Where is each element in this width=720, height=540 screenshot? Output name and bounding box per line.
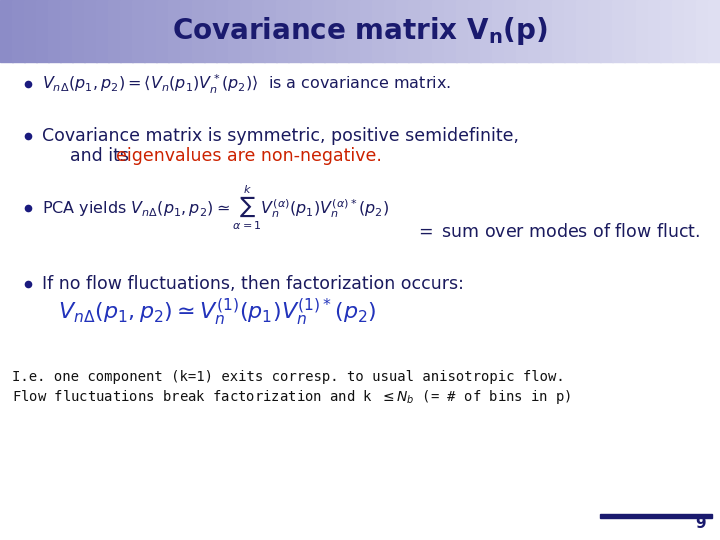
Bar: [132, 0, 145, 62]
Bar: [324, 0, 337, 62]
Bar: [144, 0, 157, 62]
Bar: [72, 0, 85, 62]
Text: $V_{n\Delta}(p_1, p_2) = \langle V_n(p_1)V_n^*(p_2)\rangle$  is a covariance mat: $V_{n\Delta}(p_1, p_2) = \langle V_n(p_1…: [42, 72, 451, 96]
Bar: [0, 0, 13, 62]
Bar: [180, 0, 193, 62]
Text: I.e. one component (k=1) exits corresp. to usual anisotropic flow.: I.e. one component (k=1) exits corresp. …: [12, 370, 564, 384]
Bar: [48, 0, 61, 62]
Bar: [300, 0, 313, 62]
Bar: [564, 0, 577, 62]
Text: Flow fluctuations break factorization and k $\leq N_b$ (= # of bins in p): Flow fluctuations break factorization an…: [12, 388, 572, 406]
Bar: [456, 0, 469, 62]
Bar: [600, 0, 613, 62]
Bar: [120, 0, 133, 62]
Bar: [36, 0, 49, 62]
Text: Covariance matrix $\mathbf{V_n(p)}$: Covariance matrix $\mathbf{V_n(p)}$: [172, 15, 548, 47]
Bar: [156, 0, 169, 62]
Text: Covariance matrix is symmetric, positive semidefinite,: Covariance matrix is symmetric, positive…: [42, 127, 519, 145]
Bar: [576, 0, 589, 62]
Bar: [288, 0, 301, 62]
Bar: [228, 0, 241, 62]
Text: $=$ sum over modes of flow fluct.: $=$ sum over modes of flow fluct.: [415, 223, 700, 241]
Bar: [528, 0, 541, 62]
Bar: [540, 0, 553, 62]
Bar: [612, 0, 625, 62]
Bar: [192, 0, 205, 62]
Bar: [672, 0, 685, 62]
Bar: [252, 0, 265, 62]
Bar: [84, 0, 97, 62]
Bar: [204, 0, 217, 62]
Bar: [420, 0, 433, 62]
Text: $V_{n\Delta}(p_1, p_2) \simeq V_n^{(1)}(p_1)V_n^{(1)*}(p_2)$: $V_{n\Delta}(p_1, p_2) \simeq V_n^{(1)}(…: [58, 296, 377, 328]
Bar: [96, 0, 109, 62]
Bar: [504, 0, 517, 62]
Bar: [168, 0, 181, 62]
Bar: [276, 0, 289, 62]
Bar: [240, 0, 253, 62]
Bar: [588, 0, 601, 62]
Bar: [360, 0, 373, 62]
Bar: [648, 0, 661, 62]
Bar: [492, 0, 505, 62]
Bar: [396, 0, 409, 62]
Bar: [264, 0, 277, 62]
Bar: [480, 0, 493, 62]
Bar: [516, 0, 529, 62]
Bar: [708, 0, 720, 62]
Bar: [636, 0, 649, 62]
Bar: [348, 0, 361, 62]
Bar: [216, 0, 229, 62]
Bar: [660, 0, 673, 62]
Bar: [12, 0, 25, 62]
Text: PCA yields $V_{n\Delta}(p_1, p_2) \simeq \sum_{\alpha=1}^{k} V_n^{(\alpha)}(p_1): PCA yields $V_{n\Delta}(p_1, p_2) \simeq…: [42, 184, 390, 232]
Text: eigenvalues are non-negative.: eigenvalues are non-negative.: [116, 147, 382, 165]
Bar: [408, 0, 421, 62]
Bar: [684, 0, 697, 62]
Bar: [372, 0, 385, 62]
Bar: [336, 0, 349, 62]
Bar: [696, 0, 709, 62]
Text: If no flow fluctuations, then factorization occurs:: If no flow fluctuations, then factorizat…: [42, 275, 464, 293]
Bar: [624, 0, 637, 62]
Bar: [384, 0, 397, 62]
Bar: [468, 0, 481, 62]
Text: and its: and its: [70, 147, 135, 165]
Text: 9: 9: [696, 516, 706, 531]
Bar: [552, 0, 565, 62]
Bar: [600, 514, 712, 518]
Bar: [108, 0, 121, 62]
Bar: [312, 0, 325, 62]
Bar: [444, 0, 457, 62]
Bar: [24, 0, 37, 62]
Bar: [432, 0, 445, 62]
Bar: [60, 0, 73, 62]
